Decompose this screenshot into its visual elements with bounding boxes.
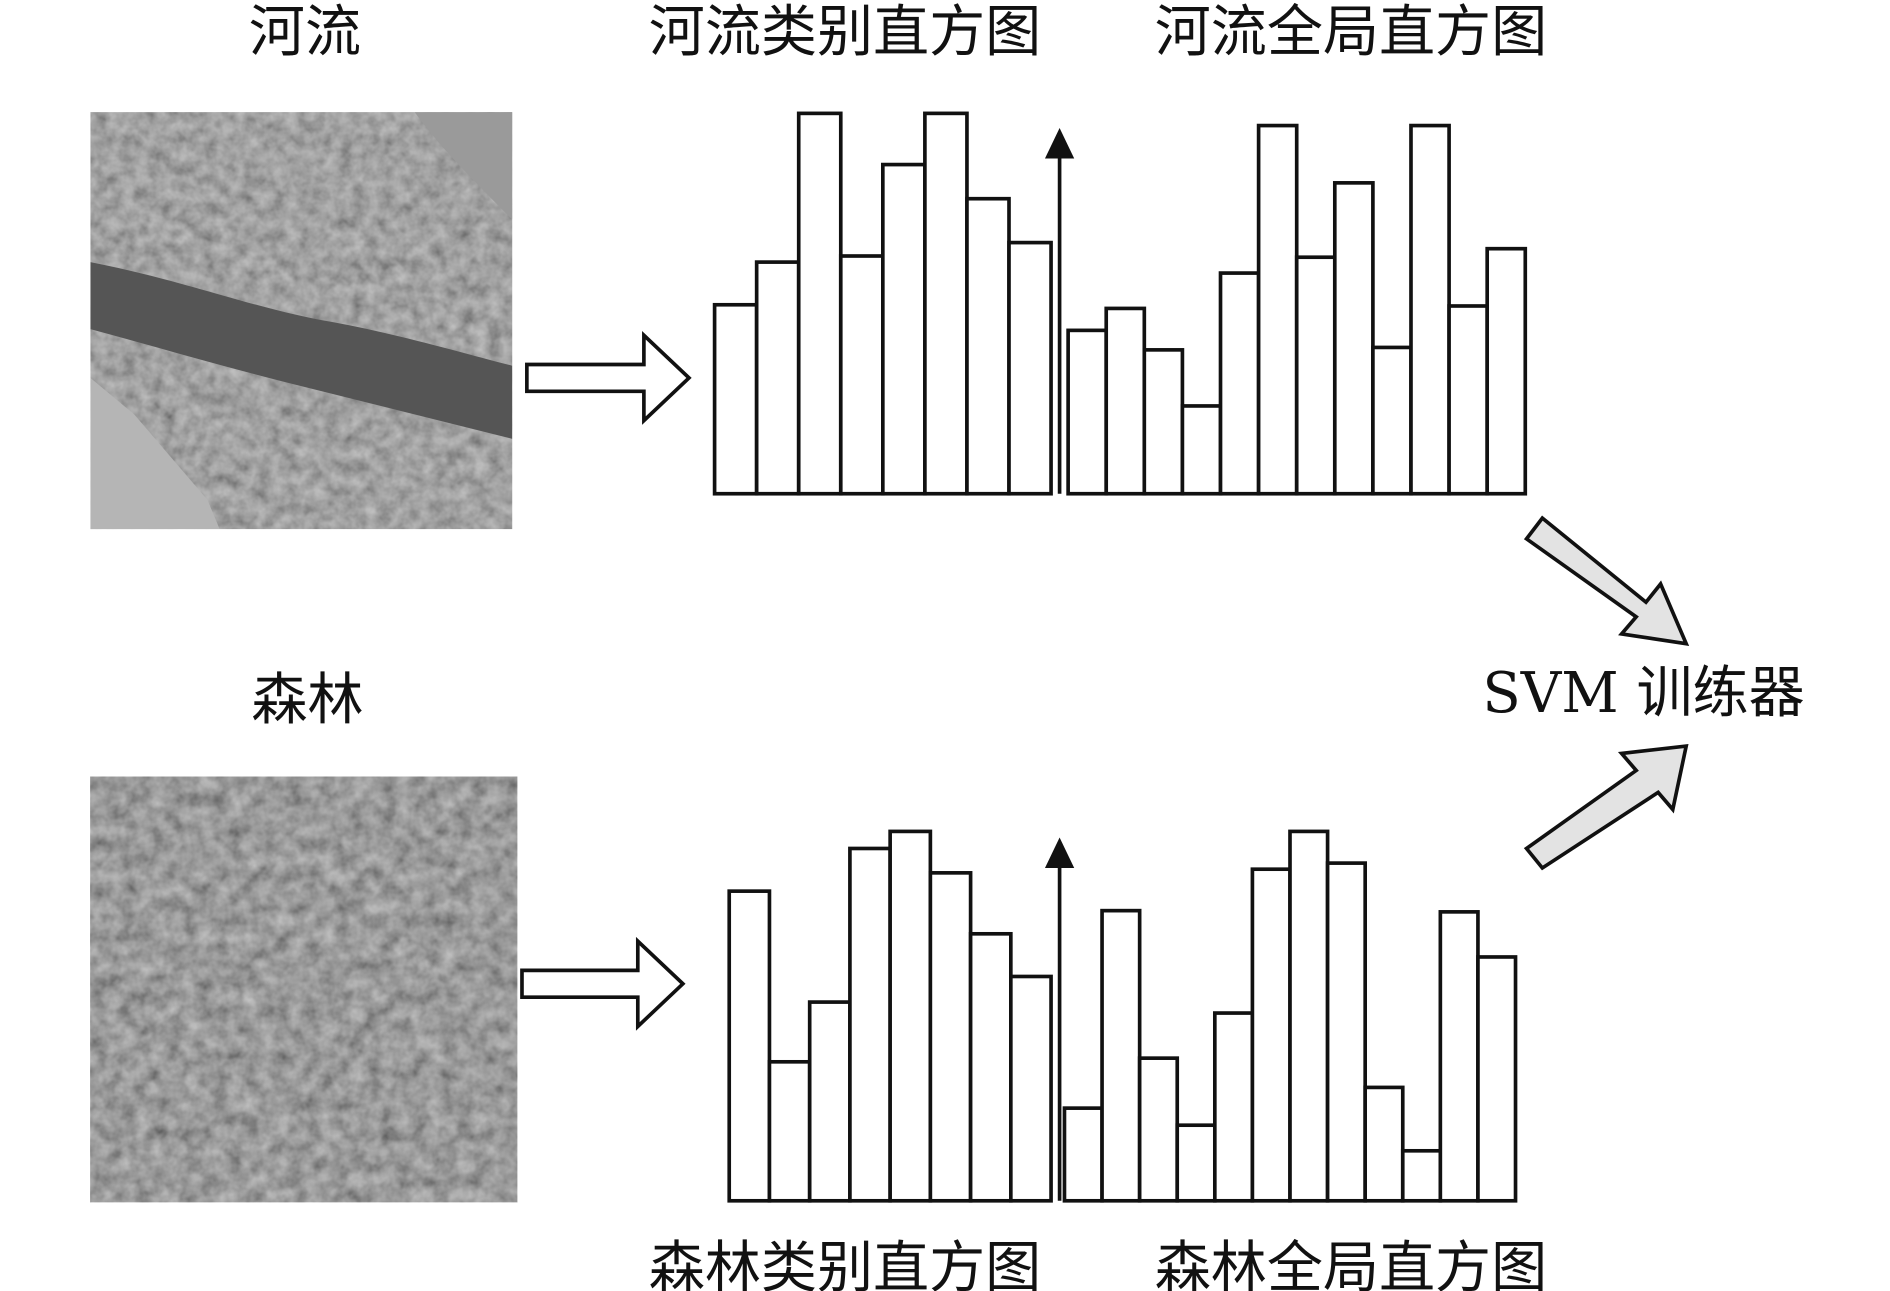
histogram-bar xyxy=(1363,1085,1405,1203)
histogram-bar xyxy=(1066,328,1109,496)
histogram-bar xyxy=(1447,304,1490,496)
histogram-bar xyxy=(1485,246,1528,496)
histogram-bar xyxy=(1104,306,1147,496)
histogram-bar xyxy=(1142,348,1185,496)
histogram-bar xyxy=(1256,123,1299,496)
histogram-bar xyxy=(880,162,927,496)
arrow-head xyxy=(1044,837,1075,868)
river-label: 河流 xyxy=(249,0,361,65)
arrow xyxy=(1523,743,1689,871)
histogram-bar xyxy=(767,1059,812,1203)
classifier-label: SVM 训练器 xyxy=(1482,661,1804,726)
histogram-bar xyxy=(965,196,1011,496)
histogram-bar xyxy=(796,111,843,496)
arrow xyxy=(520,936,686,1031)
histogram-bar xyxy=(1250,867,1292,1203)
histogram-bar xyxy=(848,846,892,1203)
histogram-bar xyxy=(1009,974,1053,1203)
arrow xyxy=(1523,515,1690,646)
histogram-bar xyxy=(727,889,772,1203)
histogram-bar xyxy=(1332,181,1375,496)
histogram-bar xyxy=(712,302,759,496)
histogram-bar xyxy=(1294,255,1337,496)
histogram-bar xyxy=(1100,908,1142,1203)
histogram-bar xyxy=(1400,1148,1443,1203)
river-class-histogram-title: 河流类别直方图 xyxy=(649,0,1041,65)
histogram-bar xyxy=(1180,404,1223,496)
histogram-bar xyxy=(838,254,885,496)
forest-class-histogram-title: 森林类别直方图 xyxy=(649,1236,1041,1291)
histogram-bar xyxy=(1476,955,1518,1203)
histogram-bar xyxy=(754,260,801,496)
arrow-head xyxy=(1044,128,1075,159)
histogram-bar xyxy=(807,1000,852,1203)
forest-photo xyxy=(90,776,518,1203)
histogram-bar xyxy=(1409,123,1451,496)
histogram-bar xyxy=(1288,829,1330,1203)
histogram-bar xyxy=(928,871,973,1203)
histograms xyxy=(712,111,1528,1203)
forest-global-histogram-title: 森林全局直方图 xyxy=(1155,1236,1547,1291)
arrow xyxy=(525,330,692,425)
histogram-bar xyxy=(1218,271,1261,496)
histogram-bar xyxy=(968,931,1013,1203)
histogram-bar xyxy=(1062,1106,1104,1203)
histogram-bar xyxy=(1325,861,1368,1203)
river-photo xyxy=(90,112,513,530)
histogram-bar xyxy=(1438,910,1480,1203)
histogram-bar xyxy=(1371,345,1413,496)
histogram-bar xyxy=(1007,240,1053,496)
river-global-histogram-title: 河流全局直方图 xyxy=(1155,0,1547,65)
histogram-bar xyxy=(923,111,969,496)
histogram-bar xyxy=(1175,1123,1217,1203)
histogram-bar xyxy=(1137,1056,1180,1203)
histogram-bar xyxy=(1212,1011,1255,1203)
forest-label: 森林 xyxy=(251,668,363,733)
histogram-bar xyxy=(888,829,933,1203)
